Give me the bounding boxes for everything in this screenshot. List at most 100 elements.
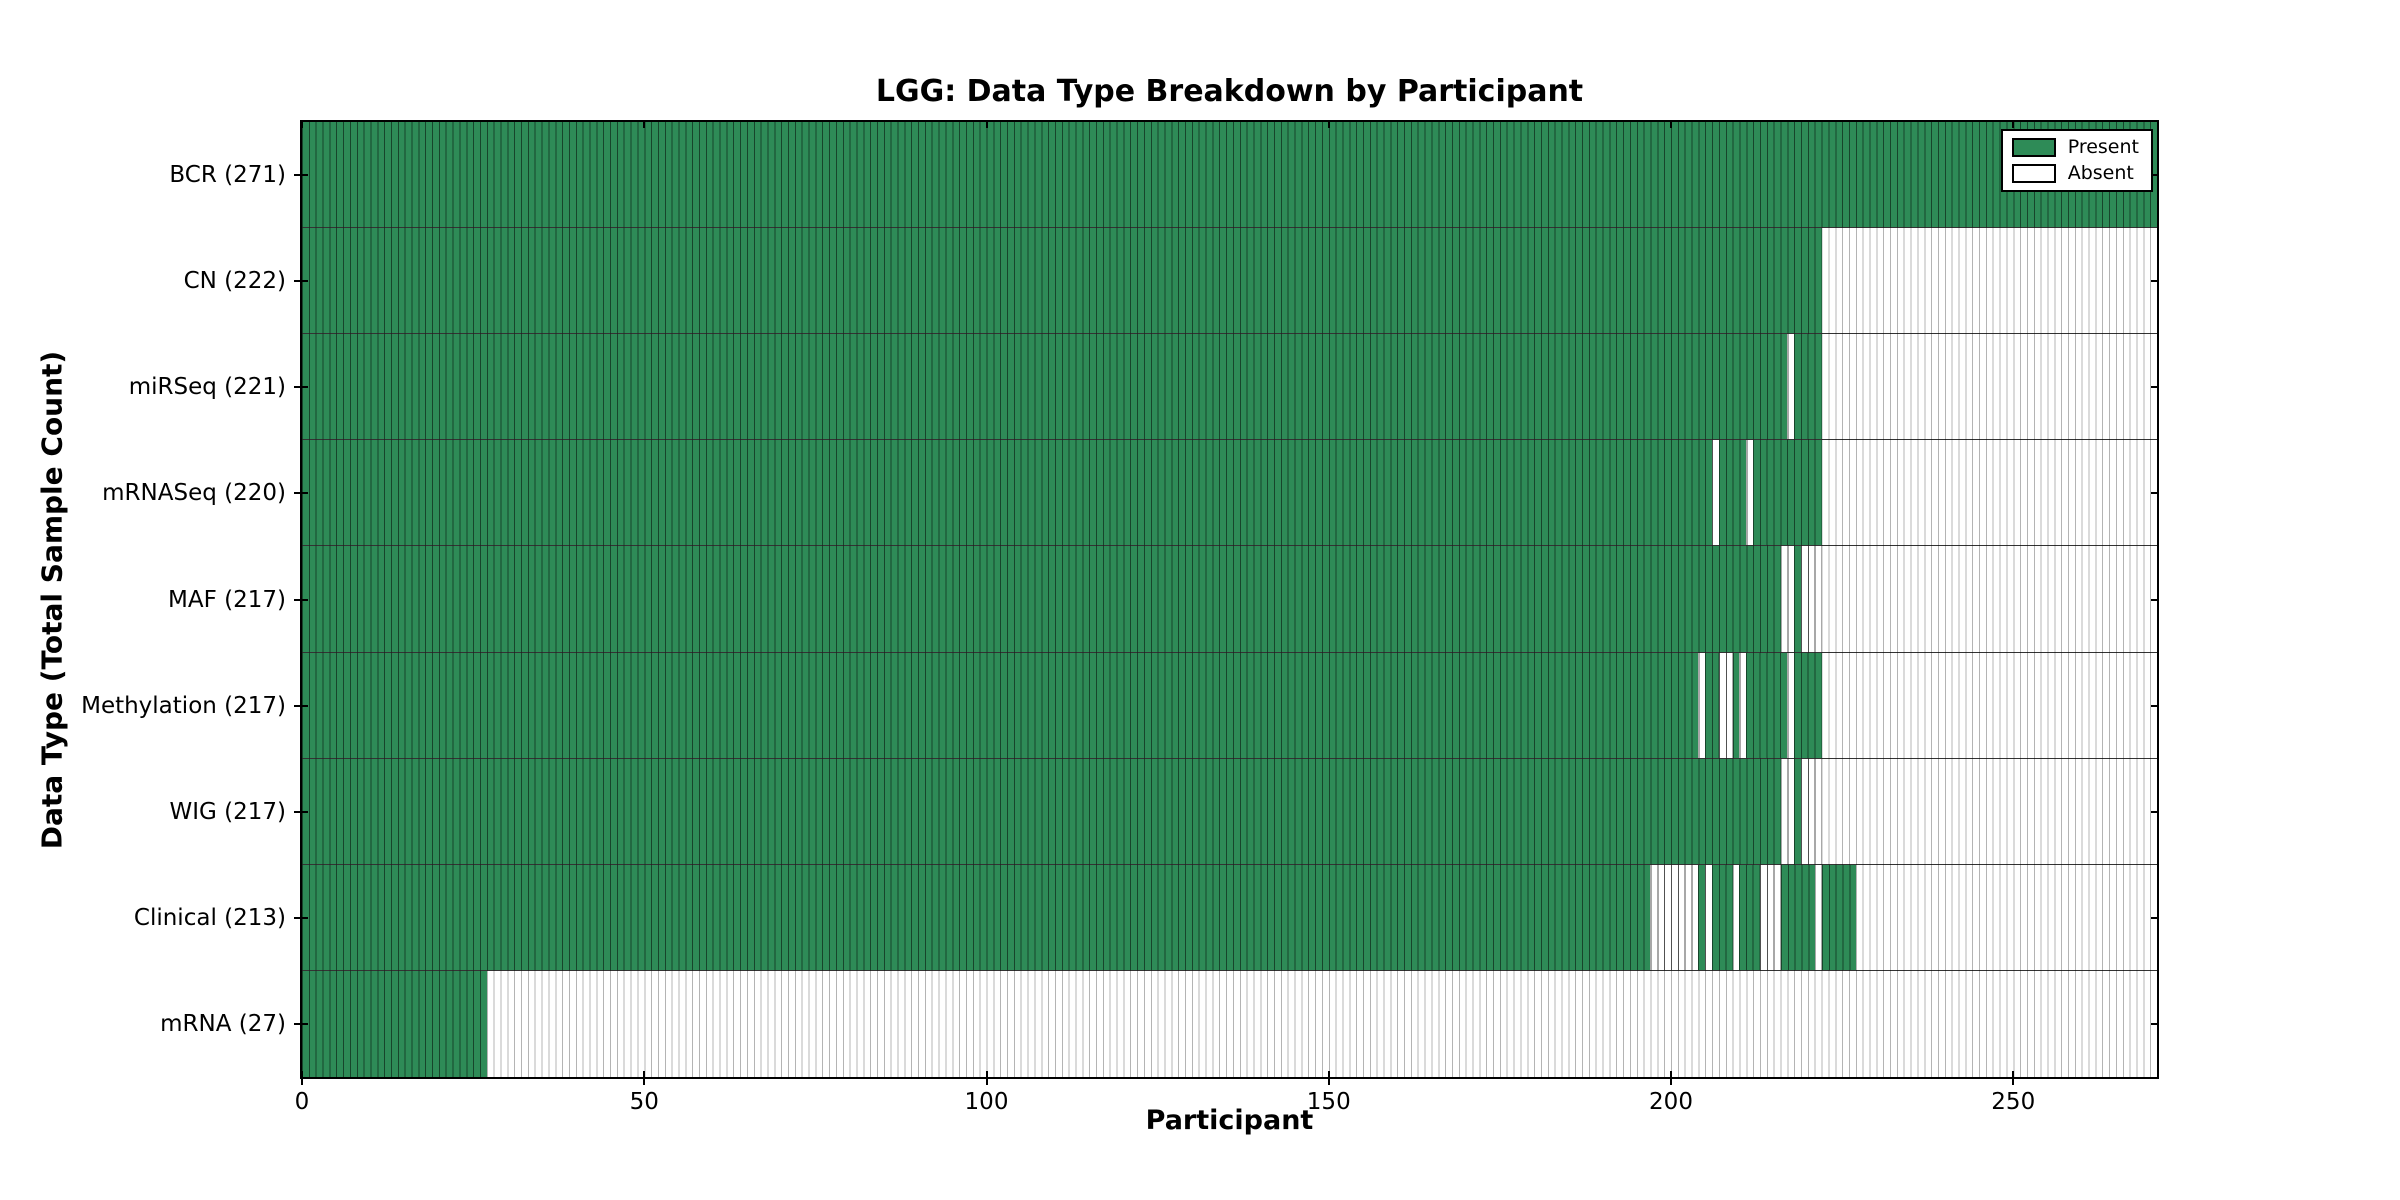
row-CN — [302, 228, 2157, 335]
y-tick-mark — [2151, 280, 2157, 283]
row-mRNASeq — [302, 440, 2157, 547]
present-segment — [1794, 546, 1802, 652]
present-segment — [1739, 864, 1760, 970]
y-tick-mark — [2151, 810, 2157, 813]
present-segment — [1794, 758, 1802, 864]
present-segment — [1753, 440, 1822, 546]
x-tick-mark — [985, 1071, 988, 1077]
x-tick-mark — [643, 122, 646, 128]
present-segment — [1718, 440, 1747, 546]
x-tick-mark — [1670, 1071, 1672, 1077]
legend-absent-swatch — [2011, 164, 2056, 183]
y-tick-label-CN: CN (222) — [183, 268, 286, 295]
y-tick-mark — [294, 492, 300, 495]
x-tick-mark — [985, 122, 988, 128]
present-segment — [1794, 652, 1822, 758]
x-tick-label: 100 — [964, 1089, 1009, 1115]
y-tick-mark — [294, 386, 300, 389]
y-tick-label-miRSeq: miRSeq (221) — [128, 374, 286, 401]
x-tick-label: 250 — [1991, 1089, 2036, 1115]
present-segment — [1794, 334, 1822, 440]
x-tick-label: 0 — [294, 1089, 310, 1115]
present-segment — [302, 652, 1699, 758]
present-segment — [302, 228, 1822, 334]
present-segment — [1746, 652, 1788, 758]
y-tick-mark — [2151, 704, 2157, 707]
chart-title: LGG: Data Type Breakdown by Participant — [875, 74, 1584, 109]
y-tick-label-MAF: MAF (217) — [168, 586, 286, 613]
present-segment — [1732, 652, 1740, 758]
y-tick-mark — [302, 1022, 308, 1025]
x-tick-mark — [985, 1079, 988, 1085]
y-tick-label-BCR: BCR (271) — [169, 162, 286, 189]
x-tick-label: 150 — [1306, 1089, 1351, 1115]
y-tick-mark — [302, 704, 308, 707]
legend-present-label: Present — [2067, 136, 2139, 158]
legend-absent-label: Absent — [2067, 162, 2134, 184]
y-tick-mark — [302, 492, 308, 495]
y-tick-mark — [294, 280, 300, 283]
plot-area: Present Absent — [294, 120, 2159, 1085]
y-tick-mark — [302, 386, 308, 389]
y-tick-label-Clinical: Clinical (213) — [133, 904, 286, 931]
y-tick-label-WIG: WIG (217) — [169, 798, 286, 825]
x-tick-mark — [1670, 1079, 1672, 1085]
present-segment — [1705, 652, 1719, 758]
present-segment — [302, 122, 2157, 228]
x-tick-mark — [2012, 1079, 2015, 1085]
x-tick-mark — [643, 1071, 646, 1077]
y-tick-mark — [302, 810, 308, 813]
present-segment — [302, 546, 1781, 652]
present-segment — [302, 440, 1713, 546]
y-tick-label-Methylation: Methylation (217) — [81, 692, 286, 719]
y-tick-mark — [2151, 492, 2157, 495]
present-segment — [1712, 864, 1733, 970]
y-tick-mark — [294, 598, 300, 601]
row-miRSeq — [302, 334, 2157, 441]
x-tick-mark — [2012, 1071, 2015, 1077]
x-tick-mark — [301, 1079, 303, 1085]
x-tick-label: 200 — [1649, 1089, 1693, 1115]
x-tick-mark — [301, 122, 303, 128]
y-tick-mark — [302, 916, 308, 919]
x-tick-mark — [1670, 122, 1672, 128]
present-segment — [302, 864, 1651, 970]
x-tick-mark — [2012, 122, 2015, 128]
present-segment — [302, 758, 1781, 864]
x-tick-mark — [1327, 1071, 1330, 1077]
y-tick-mark — [294, 1022, 300, 1025]
y-tick-mark — [294, 704, 300, 707]
present-segment — [1821, 864, 1856, 970]
y-tick-mark — [2151, 598, 2157, 601]
present-segment — [1698, 864, 1706, 970]
y-tick-mark — [294, 916, 300, 919]
y-tick-mark — [294, 174, 300, 177]
x-tick-mark — [643, 1079, 646, 1085]
row-Methylation — [302, 652, 2157, 759]
legend-entry-absent: Absent — [2011, 162, 2139, 184]
row-mRNA — [302, 970, 2157, 1077]
present-segment — [302, 970, 487, 1077]
y-tick-mark — [302, 280, 308, 283]
x-tick-mark — [1327, 122, 1330, 128]
y-tick-label-mRNA: mRNA (27) — [160, 1010, 286, 1037]
y-tick-mark — [302, 598, 308, 601]
present-segment — [1780, 864, 1815, 970]
row-WIG — [302, 758, 2157, 865]
legend: Present Absent — [2000, 129, 2153, 192]
legend-present-swatch — [2011, 138, 2056, 157]
y-tick-mark — [2151, 386, 2157, 389]
y-tick-mark — [2151, 916, 2157, 919]
row-BCR — [302, 122, 2157, 229]
y-tick-mark — [302, 174, 308, 177]
row-MAF — [302, 546, 2157, 653]
x-tick-label: 50 — [629, 1089, 659, 1115]
x-tick-mark — [301, 1071, 303, 1077]
legend-entry-present: Present — [2011, 136, 2139, 158]
y-tick-label-mRNASeq: mRNASeq (220) — [102, 480, 286, 507]
y-tick-mark — [2151, 174, 2157, 177]
x-tick-mark — [1327, 1079, 1330, 1085]
y-tick-mark — [294, 810, 300, 813]
x-axis-label: Participant — [1145, 1105, 1314, 1136]
